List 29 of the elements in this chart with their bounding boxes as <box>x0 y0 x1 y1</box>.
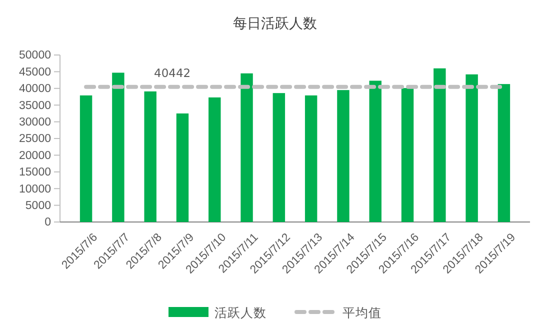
y-tick-label: 5000 <box>25 200 51 212</box>
bar <box>176 113 189 222</box>
bar <box>80 95 92 222</box>
bar <box>434 68 446 222</box>
y-tick-label: 45000 <box>19 66 51 78</box>
legend-label: 活跃人数 <box>214 305 266 320</box>
y-tick-label: 30000 <box>19 116 51 128</box>
bar <box>401 88 414 222</box>
bar <box>498 84 510 222</box>
bar <box>369 80 382 222</box>
y-tick-label: 0 <box>44 216 51 229</box>
bar <box>466 74 478 222</box>
bar <box>304 95 318 222</box>
y-tick-label: 10000 <box>19 183 51 196</box>
bar <box>240 73 253 222</box>
y-tick-label: 20000 <box>19 150 51 162</box>
y-tick-label: 15000 <box>19 166 51 179</box>
bar <box>144 91 156 222</box>
bar <box>112 72 124 222</box>
legend-label: 平均值 <box>342 305 382 320</box>
bar <box>208 97 221 222</box>
y-tick-label: 40000 <box>19 83 51 96</box>
y-tick-label: 25000 <box>19 133 51 146</box>
bar <box>272 93 286 222</box>
annotation: 40442 <box>154 66 191 80</box>
bar <box>337 90 350 222</box>
chart-title: 每日活跃人数 <box>233 16 317 32</box>
y-tick-label: 50000 <box>19 50 51 62</box>
y-tick-label: 35000 <box>19 100 51 112</box>
